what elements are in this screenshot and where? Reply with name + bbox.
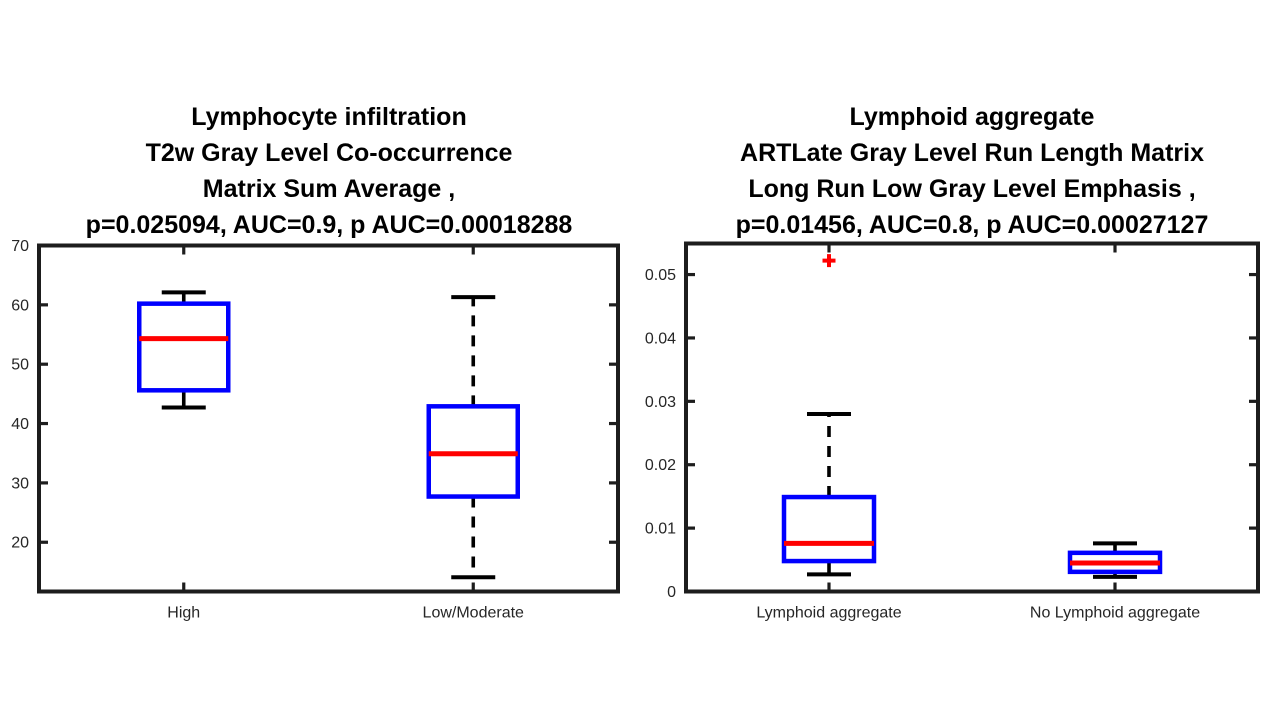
right-axis-frame <box>684 241 1260 594</box>
left-axis-frame <box>37 243 620 594</box>
left-title-line-1: Lymphocyte infiltration <box>191 103 467 131</box>
left-y-tick-label: 50 <box>11 357 29 374</box>
left-category-label: Low/Moderate <box>423 605 524 622</box>
left-boxplot: 20 30 40 50 60 70 High Low/Moderate <box>11 238 620 622</box>
left-y-tick-label: 70 <box>11 238 29 255</box>
right-chart-title: Lymphoid aggregate ARTLate Gray Level Ru… <box>642 99 1280 243</box>
left-chart-title: Lymphocyte infiltration T2w Gray Level C… <box>0 99 659 243</box>
right-y-tick-label: 0 <box>667 584 676 601</box>
left-y-tick-label: 60 <box>11 297 29 314</box>
right-iqr-box <box>781 494 877 564</box>
left-category-label: High <box>167 605 200 622</box>
right-y-tick-label: 0.03 <box>645 394 676 411</box>
left-iqr-box <box>137 301 231 393</box>
right-category-label: No Lymphoid aggregate <box>1030 605 1200 622</box>
right-y-tick-label: 0.05 <box>645 267 676 284</box>
left-y-tick-label: 40 <box>11 416 29 433</box>
right-y-tick-label: 0.04 <box>645 330 676 347</box>
right-title-line-1: Lymphoid aggregate <box>849 103 1095 131</box>
left-y-tick-label: 20 <box>11 535 29 552</box>
right-title-line-3: Long Run Low Gray Level Emphasis , <box>748 175 1196 203</box>
right-boxplot: 0 0.01 0.02 0.03 0.04 0.05 Lymphoid aggregate N… <box>645 241 1260 622</box>
left-title-line-2: T2w Gray Level Co-occurrence <box>145 139 513 167</box>
right-category-label: Lymphoid aggregate <box>756 605 901 622</box>
right-title-line-2: ARTLate Gray Level Run Length Matrix <box>740 139 1204 167</box>
left-title-line-3: Matrix Sum Average , <box>202 175 456 203</box>
right-title-stats-line: p=0.01456, AUC=0.8, p AUC=0.00027127 <box>735 211 1209 239</box>
left-title-stats-line: p=0.025094, AUC=0.9, p AUC=0.00018288 <box>85 211 573 239</box>
right-y-tick-label: 0.01 <box>645 521 676 538</box>
right-y-tick-label: 0.02 <box>645 457 676 474</box>
left-y-tick-label: 30 <box>11 475 29 492</box>
